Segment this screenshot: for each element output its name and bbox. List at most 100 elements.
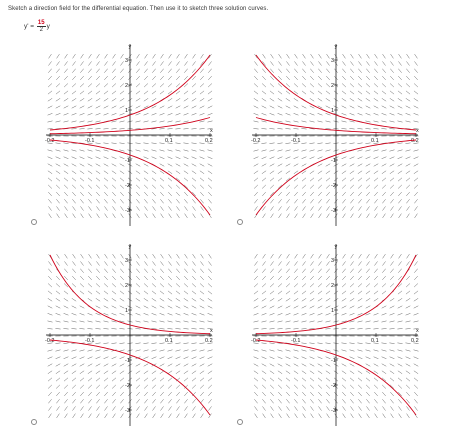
field-segment bbox=[80, 75, 84, 81]
field-segment bbox=[357, 142, 363, 144]
field-segment bbox=[143, 163, 149, 167]
field-segment bbox=[277, 142, 283, 144]
field-segment bbox=[183, 105, 189, 109]
field-segment bbox=[192, 391, 196, 397]
field-segment bbox=[48, 206, 52, 211]
field-segment bbox=[192, 275, 196, 281]
field-segment bbox=[167, 290, 173, 295]
field-segment bbox=[301, 83, 307, 88]
field-segment bbox=[262, 413, 266, 419]
option-1-radio[interactable] bbox=[31, 219, 37, 225]
field-segment bbox=[151, 320, 157, 323]
field-segment bbox=[199, 105, 205, 109]
field-segment bbox=[56, 191, 60, 197]
field-segment bbox=[413, 170, 419, 174]
field-segment bbox=[71, 313, 77, 316]
field-segment bbox=[143, 113, 149, 116]
field-segment bbox=[325, 98, 331, 102]
field-segment bbox=[269, 128, 275, 130]
field-segment bbox=[104, 191, 108, 197]
field-segment bbox=[382, 61, 386, 66]
field-segment bbox=[278, 275, 282, 281]
field-segment bbox=[136, 253, 140, 259]
field-segment bbox=[318, 53, 322, 59]
field-segment bbox=[349, 356, 355, 359]
field-segment bbox=[397, 313, 403, 316]
field-segment bbox=[278, 191, 282, 197]
field-segment bbox=[374, 275, 378, 281]
field-segment bbox=[254, 68, 258, 73]
field-segment bbox=[382, 199, 386, 204]
field-segment bbox=[71, 298, 77, 302]
field-segment bbox=[357, 298, 363, 302]
solution-curve bbox=[255, 117, 417, 135]
field-segment bbox=[104, 206, 108, 211]
field-segment bbox=[285, 290, 291, 295]
field-segment bbox=[95, 120, 101, 123]
field-segment bbox=[269, 90, 275, 95]
field-segment bbox=[270, 399, 274, 404]
field-segment bbox=[56, 206, 60, 211]
field-segment bbox=[269, 105, 275, 109]
x-tick-label: 0.2 bbox=[205, 338, 213, 344]
field-segment bbox=[191, 177, 197, 182]
field-segment bbox=[358, 53, 362, 59]
field-segment bbox=[381, 305, 387, 309]
field-segment bbox=[152, 53, 156, 59]
field-segment bbox=[143, 313, 149, 316]
field-segment bbox=[207, 349, 213, 352]
field-segment bbox=[301, 298, 307, 302]
field-segment bbox=[183, 384, 189, 389]
field-segment bbox=[151, 142, 157, 144]
field-segment bbox=[261, 349, 267, 352]
field-segment bbox=[87, 363, 93, 367]
field-segment bbox=[277, 156, 283, 159]
field-segment bbox=[278, 413, 282, 419]
field-segment bbox=[207, 113, 213, 116]
field-segment bbox=[381, 363, 387, 367]
field-segment bbox=[88, 75, 92, 81]
y-tick-label: -2 bbox=[125, 183, 130, 189]
field-segment bbox=[119, 90, 125, 95]
field-segment bbox=[318, 191, 322, 197]
field-segment bbox=[341, 298, 347, 302]
option-3-radio[interactable] bbox=[31, 419, 37, 425]
field-segment bbox=[373, 83, 379, 88]
field-segment bbox=[55, 163, 61, 167]
field-segment bbox=[366, 68, 370, 73]
field-segment bbox=[208, 68, 212, 73]
field-segment bbox=[80, 61, 84, 66]
field-segment bbox=[373, 128, 379, 130]
option-4-radio[interactable] bbox=[237, 419, 243, 425]
field-segment bbox=[318, 199, 322, 204]
field-segment bbox=[103, 305, 109, 309]
field-segment bbox=[112, 199, 116, 204]
y-tick-label: 3 bbox=[331, 258, 334, 264]
field-segment bbox=[95, 370, 101, 374]
field-segment bbox=[191, 377, 197, 382]
field-segment bbox=[389, 149, 395, 152]
field-segment bbox=[293, 105, 299, 109]
field-segment bbox=[71, 83, 77, 88]
field-segment bbox=[357, 342, 363, 344]
field-segment bbox=[159, 83, 165, 88]
field-segment bbox=[389, 142, 395, 144]
field-segment bbox=[95, 90, 101, 95]
field-segment bbox=[349, 105, 355, 109]
field-segment bbox=[111, 320, 117, 323]
field-segment bbox=[80, 275, 84, 281]
field-segment bbox=[277, 163, 283, 167]
field-segment bbox=[71, 113, 77, 116]
field-segment bbox=[191, 384, 197, 389]
x-axis-label: x bbox=[210, 128, 213, 134]
field-segment bbox=[111, 142, 117, 144]
field-segment bbox=[175, 298, 181, 302]
field-segment bbox=[175, 163, 181, 167]
option-2-radio[interactable] bbox=[237, 219, 243, 225]
field-segment bbox=[152, 206, 156, 211]
equation-denominator: 2 bbox=[39, 27, 43, 33]
field-segment bbox=[143, 356, 149, 359]
field-segment bbox=[143, 283, 149, 288]
x-tick-label: 0.1 bbox=[165, 338, 173, 344]
field-segment bbox=[151, 128, 157, 130]
